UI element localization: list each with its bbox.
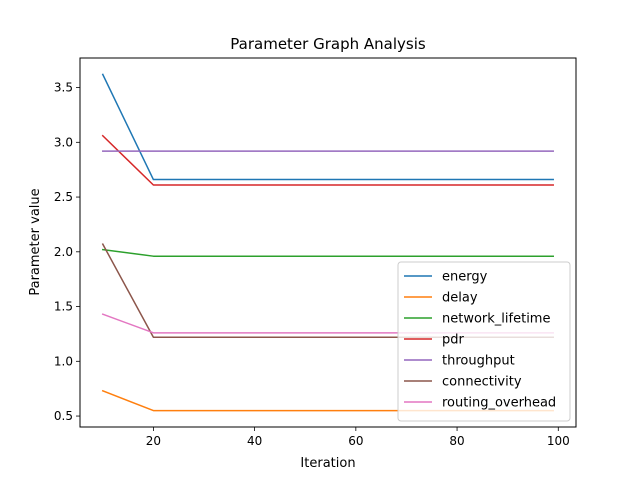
- legend-label-throughput: throughput: [442, 354, 515, 369]
- legend-label-energy: energy: [442, 270, 488, 285]
- legend-label-connectivity: connectivity: [442, 375, 522, 390]
- y-tick-label: 1.0: [54, 354, 73, 368]
- legend-label-delay: delay: [442, 291, 478, 306]
- chart-title: Parameter Graph Analysis: [230, 35, 426, 53]
- x-tick-label: 80: [449, 434, 464, 448]
- series-line-network-lifetime: [101, 248, 554, 257]
- legend-label-pdr: pdr: [442, 333, 465, 348]
- y-tick-label: 3.5: [54, 81, 73, 95]
- plot-area: [79, 57, 577, 428]
- series-line-pdr: [101, 134, 554, 186]
- legend-label-network-lifetime: network_lifetime: [442, 312, 550, 327]
- y-axis-label: Parameter value: [28, 188, 43, 295]
- x-axis: 20 40 60 80 100: [146, 427, 570, 448]
- x-tick-label: 20: [146, 434, 161, 448]
- x-tick-label: 40: [247, 434, 262, 448]
- y-axis: 0.5 1.0 1.5 2.0 2.5 3.0 3.5: [54, 81, 80, 423]
- y-tick-label: 3.0: [54, 135, 73, 149]
- series-line-energy: [101, 73, 554, 181]
- x-axis-label: Iteration: [300, 456, 355, 471]
- legend-label-routing-overhead: routing_overhead: [442, 396, 556, 411]
- y-tick-label: 1.5: [54, 300, 73, 314]
- legend-box: [397, 261, 571, 422]
- x-tick-label: 100: [547, 434, 570, 448]
- y-tick-label: 0.5: [54, 409, 73, 423]
- y-tick-label: 2.5: [54, 190, 73, 204]
- y-tick-label: 2.0: [54, 245, 73, 259]
- x-tick-label: 60: [348, 434, 363, 448]
